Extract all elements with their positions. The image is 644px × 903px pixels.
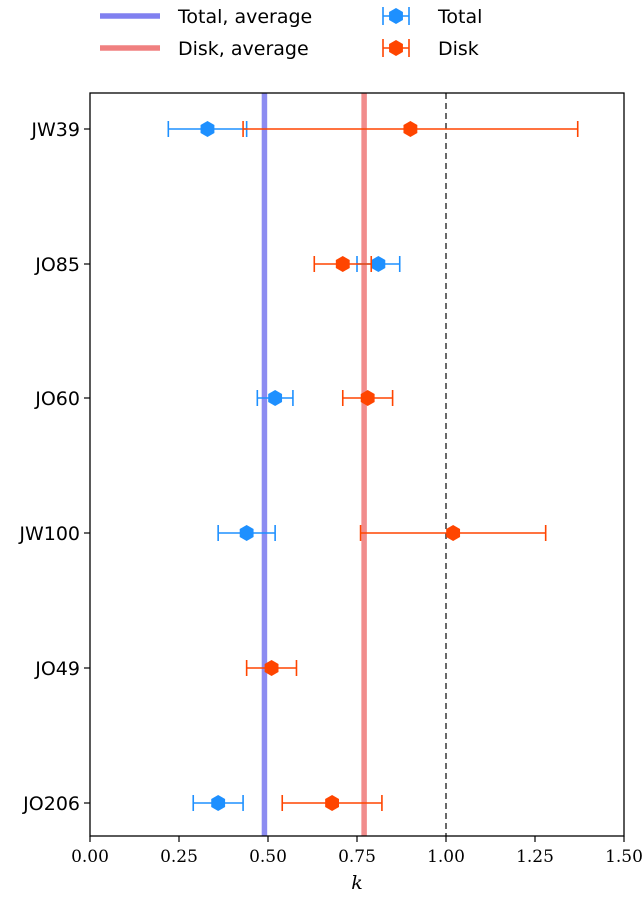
legend-point: [389, 40, 403, 56]
x-tick-label: 1.50: [605, 847, 643, 867]
legend-marker-disk: [382, 39, 410, 57]
series-total: [167, 121, 401, 811]
x-tick-label: 1.00: [427, 847, 465, 867]
y-tick-label: JW100: [18, 523, 80, 545]
x-tick-label: 0.75: [338, 847, 376, 867]
data-point: [264, 660, 279, 676]
data-point: [268, 390, 283, 406]
y-tick-label: JO60: [34, 388, 80, 410]
legend-label-total-average: Total, average: [177, 6, 312, 28]
legend-label-disk: Disk: [438, 38, 479, 60]
x-tick-labels: 0.00 0.25 0.50 0.75 1.00 1.25 1.50: [71, 847, 643, 867]
legend-marker-total: [382, 7, 410, 25]
legend-label-disk-average: Disk, average: [178, 38, 309, 60]
data-point: [446, 525, 461, 541]
x-tick-label: 0.25: [160, 847, 198, 867]
x-tick-label: 0.50: [249, 847, 287, 867]
data-point: [403, 121, 418, 137]
data-point: [360, 390, 375, 406]
data-point: [371, 256, 386, 272]
data-point: [239, 525, 254, 541]
plot-area: [84, 93, 625, 842]
data-point: [335, 256, 350, 272]
y-tick-label: JW39: [30, 119, 80, 141]
series-disk: [242, 121, 579, 811]
y-tick-label: JO49: [34, 658, 80, 680]
x-axis-label: k: [351, 872, 363, 894]
x-tick-label: 1.25: [516, 847, 554, 867]
data-point: [211, 795, 226, 811]
legend-label-total: Total: [437, 6, 482, 28]
x-tick-label: 0.00: [71, 847, 109, 867]
y-tick-label: JO85: [34, 254, 80, 276]
data-point: [325, 795, 340, 811]
y-tick-labels: JW39 JO85 JO60 JW100 JO49 JO206: [18, 119, 80, 815]
legend-point: [389, 8, 403, 24]
plot-frame: [89, 92, 625, 837]
y-tick-label: JO206: [22, 793, 80, 815]
ticks: [84, 128, 625, 842]
data-point: [200, 121, 215, 137]
legend: Total, average Disk, average Total Disk: [100, 6, 482, 60]
